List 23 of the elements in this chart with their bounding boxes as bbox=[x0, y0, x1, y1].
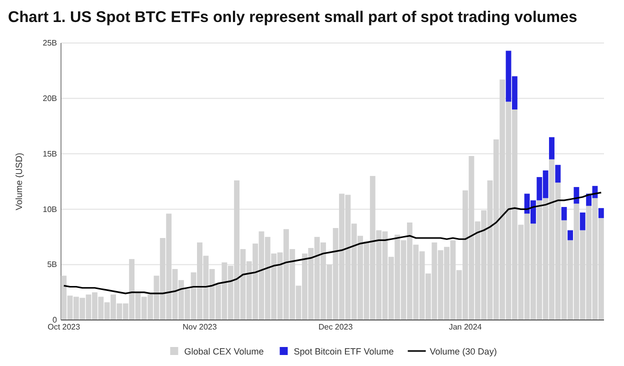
x-tick-label: Jan 2024 bbox=[448, 322, 482, 332]
bar bbox=[549, 137, 554, 160]
chart-title: Chart 1. US Spot BTC ETFs only represent small part of spot trading volumes bbox=[8, 9, 578, 26]
line-series bbox=[63, 192, 602, 294]
legend-label: Volume (30 Day) bbox=[430, 346, 497, 356]
legend-label: Global CEX Volume bbox=[184, 346, 264, 356]
bar bbox=[555, 164, 561, 183]
y-tick-label: 10B bbox=[42, 204, 57, 214]
y-tick-label: 5B bbox=[47, 260, 57, 270]
y-tick-label: 20B bbox=[42, 94, 57, 103]
y-axis-title: Volume (USD) bbox=[14, 152, 24, 210]
bar bbox=[598, 208, 604, 218]
y-tick-label: 0 bbox=[52, 316, 58, 325]
y-tick-label: 15B bbox=[42, 149, 57, 158]
x-tick-label: Oct 2023 bbox=[48, 322, 81, 332]
x-tick-label: Dec 2023 bbox=[318, 322, 354, 332]
y-tick-label: 25B bbox=[42, 38, 57, 48]
bar bbox=[568, 230, 573, 240]
x-tick-label: Nov 2023 bbox=[182, 322, 218, 332]
bar bbox=[574, 187, 580, 204]
bar bbox=[580, 212, 586, 230]
legend-label: Spot Bitcoin ETF Volume bbox=[294, 346, 394, 356]
bar bbox=[561, 206, 567, 220]
